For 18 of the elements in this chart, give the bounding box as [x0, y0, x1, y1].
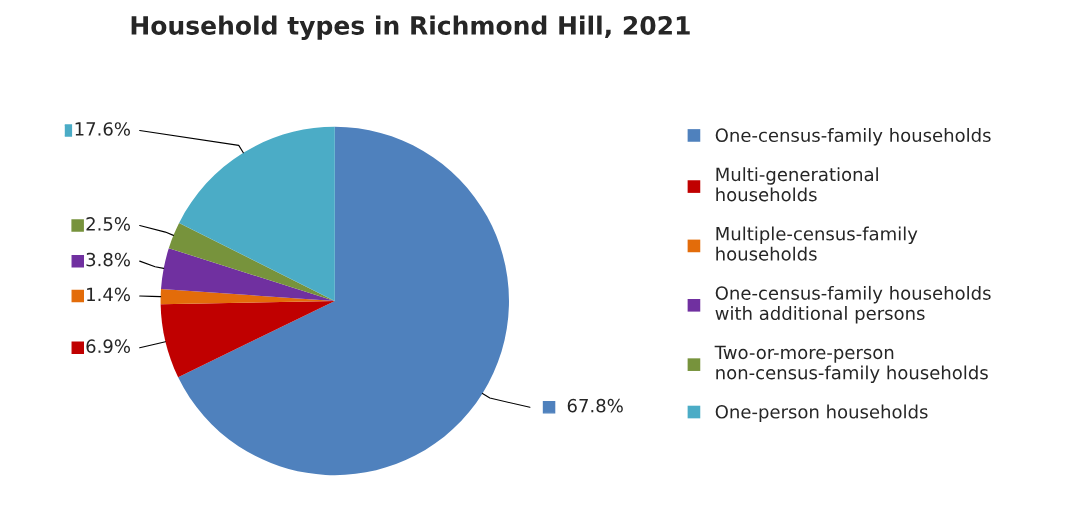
legend-label: One-census-family households [715, 128, 991, 146]
legend-label: One-census-family households with additional persons [715, 285, 991, 324]
pie-slice [161, 248, 335, 302]
legend-label: Multi-generational households [716, 167, 878, 202]
data-label: 17.6% [75, 122, 130, 136]
pie-slice [179, 126, 335, 302]
pie-slice [178, 126, 509, 476]
legend-label: Two-or-more-person non-census-family households [714, 345, 988, 383]
legend-label: One-person households [715, 404, 928, 423]
pie-slice [160, 301, 335, 378]
data-label: 2.5% [86, 217, 130, 231]
legend-label: Multiple-census-family households [716, 226, 918, 261]
data-label: 3.8% [86, 252, 130, 267]
data-label: 1.4% [87, 287, 130, 302]
data-label: 67.8% [567, 398, 623, 413]
pie-slice [168, 222, 335, 302]
data-label: 6.9% [86, 339, 130, 354]
chart-title: Household types in Richmond Hill, 2021 [131, 15, 690, 40]
